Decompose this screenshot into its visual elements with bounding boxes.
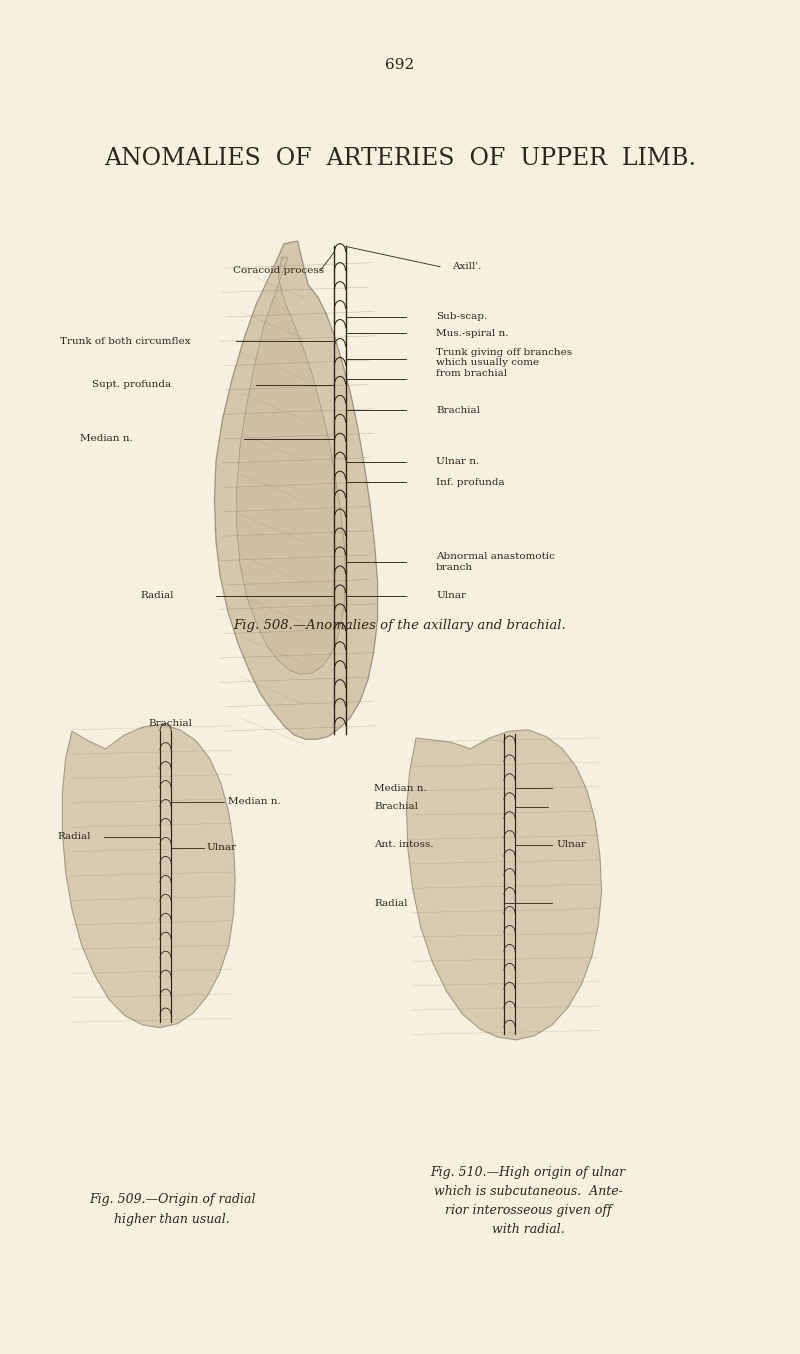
Text: Brachial: Brachial <box>148 719 192 727</box>
Text: Ulnar: Ulnar <box>436 592 466 600</box>
Text: Coracoid process: Coracoid process <box>233 267 324 275</box>
Text: Fig. 510.—High origin of ulnar: Fig. 510.—High origin of ulnar <box>430 1166 626 1179</box>
Text: rior interosseous given off: rior interosseous given off <box>445 1204 611 1217</box>
Polygon shape <box>214 241 378 739</box>
Text: Mus.-spiral n.: Mus.-spiral n. <box>436 329 509 337</box>
Text: Inf. profunda: Inf. profunda <box>436 478 505 486</box>
Text: ANOMALIES  OF  ARTERIES  OF  UPPER  LIMB.: ANOMALIES OF ARTERIES OF UPPER LIMB. <box>104 148 696 169</box>
Text: Sub-scap.: Sub-scap. <box>436 313 487 321</box>
Text: Ulnar n.: Ulnar n. <box>436 458 479 466</box>
Text: Abnormal anastomotic
branch: Abnormal anastomotic branch <box>436 552 555 571</box>
Text: 692: 692 <box>386 58 414 72</box>
Text: Ulnar: Ulnar <box>206 844 237 852</box>
Text: higher than usual.: higher than usual. <box>114 1213 230 1227</box>
Text: Brachial: Brachial <box>436 406 480 414</box>
Text: Ant. intoss.: Ant. intoss. <box>374 841 434 849</box>
Text: with radial.: with radial. <box>492 1223 564 1236</box>
Text: Axill'.: Axill'. <box>452 263 482 271</box>
Text: Median n.: Median n. <box>80 435 133 443</box>
Polygon shape <box>237 257 346 674</box>
Text: Fig. 508.—Anomalies of the axillary and brachial.: Fig. 508.—Anomalies of the axillary and … <box>234 619 566 632</box>
Text: which is subcutaneous.  Ante-: which is subcutaneous. Ante- <box>434 1185 622 1198</box>
Text: Radial: Radial <box>374 899 408 907</box>
Text: Trunk of both circumflex: Trunk of both circumflex <box>60 337 190 345</box>
Text: Ulnar: Ulnar <box>556 841 586 849</box>
Text: Brachial: Brachial <box>374 803 418 811</box>
Polygon shape <box>62 724 235 1028</box>
Text: Median n.: Median n. <box>228 798 281 806</box>
Text: Median n.: Median n. <box>374 784 427 792</box>
Text: Radial: Radial <box>58 833 91 841</box>
Polygon shape <box>406 730 602 1040</box>
Text: Radial: Radial <box>140 592 174 600</box>
Text: Fig. 509.—Origin of radial: Fig. 509.—Origin of radial <box>89 1193 255 1206</box>
Text: Supt. profunda: Supt. profunda <box>92 380 171 389</box>
Text: Trunk giving off branches
which usually come
from brachial: Trunk giving off branches which usually … <box>436 348 572 378</box>
